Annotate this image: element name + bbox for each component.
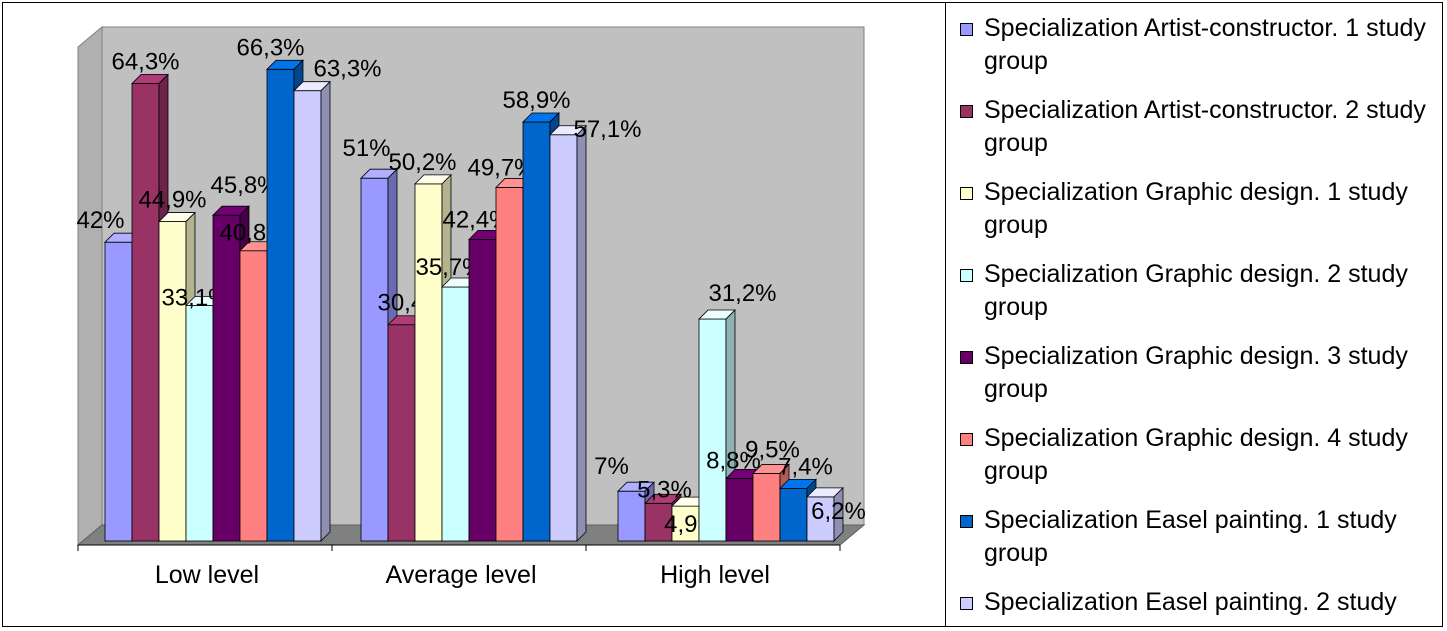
legend-swatch: [960, 351, 973, 364]
legend-entry: Specialization Graphic design. 3 study g…: [960, 340, 1430, 406]
data-label: 6,2%: [811, 498, 866, 525]
legend-entry: Specialization Artist-constructor. 1 stu…: [960, 12, 1430, 78]
bar-0-0: [104, 241, 133, 542]
bar-2-7: [806, 496, 835, 542]
legend-entry: Specialization Graphic design. 1 study g…: [960, 176, 1430, 242]
data-label: 9,5%: [745, 436, 800, 463]
bar-0-3: [185, 305, 214, 542]
bar-chart: Low level Average level High level 42% 64,3%…: [76, 25, 866, 589]
legend-label: Specialization Easel painting. 2 study g…: [984, 588, 1397, 627]
data-label: 51%: [342, 135, 390, 162]
legend: Specialization Artist-constructor. 1 stu…: [945, 2, 1443, 627]
data-label: 7,4%: [778, 453, 833, 480]
x-axis-tick-label: Average level: [385, 561, 536, 589]
legend-label: Specialization Graphic design. 4 study g…: [984, 424, 1408, 485]
bar-side-0-7: [320, 80, 331, 542]
bar-1-6: [522, 121, 551, 542]
bar-1-5: [495, 187, 524, 542]
legend-entry: Specialization Easel painting. 1 study g…: [960, 504, 1430, 570]
bar-1-4: [468, 238, 497, 542]
bar-0-7: [293, 90, 322, 542]
data-label: 63,3%: [313, 56, 381, 83]
data-label: 58,9%: [502, 87, 570, 114]
data-label: 57,1%: [573, 116, 641, 143]
data-label: 42%: [76, 207, 124, 234]
bar-side-1-7: [576, 124, 587, 542]
bar-1-0: [360, 177, 389, 542]
legend-swatch: [960, 269, 973, 282]
legend-label: Specialization Artist-constructor. 2 stu…: [984, 96, 1426, 157]
bar-side-2-7: [833, 486, 844, 542]
legend-label: Specialization Graphic design. 2 study g…: [984, 260, 1408, 321]
legend-label: Specialization Graphic design. 1 study g…: [984, 178, 1408, 239]
legend-swatch: [960, 597, 973, 610]
data-label: 66,3%: [236, 34, 304, 61]
bar-0-4: [212, 214, 241, 542]
bar-2-5: [752, 473, 781, 542]
x-axis-tick-label: Low level: [155, 561, 259, 589]
x-axis-tick-label: High level: [660, 561, 770, 589]
data-label: 7%: [594, 453, 629, 480]
legend-label: Specialization Graphic design. 3 study g…: [984, 342, 1408, 403]
legend-entry: Specialization Easel painting. 2 study g…: [960, 586, 1430, 627]
bar-2-6: [779, 487, 808, 542]
bar-0-2: [158, 221, 187, 542]
data-label: 8,8%: [706, 447, 761, 474]
bar-0-1: [131, 83, 160, 542]
legend-entry: Specialization Graphic design. 2 study g…: [960, 258, 1430, 324]
data-label: 44,9%: [138, 187, 206, 214]
legend-entry: Specialization Artist-constructor. 2 stu…: [960, 94, 1430, 160]
data-label: 64,3%: [111, 49, 179, 76]
legend-label: Specialization Artist-constructor. 1 stu…: [984, 14, 1426, 75]
bar-0-5: [239, 250, 268, 542]
bar-0-6: [266, 68, 295, 542]
data-label: 50,2%: [388, 149, 456, 176]
legend-label: Specialization Easel painting. 1 study g…: [984, 506, 1397, 567]
legend-swatch: [960, 23, 973, 36]
legend-swatch: [960, 187, 973, 200]
bar-2-4: [725, 477, 754, 542]
bar-1-2: [414, 183, 443, 542]
bar-1-3: [441, 286, 470, 542]
bar-1-1: [387, 324, 416, 542]
legend-swatch: [960, 105, 973, 118]
plot-side-wall: [77, 25, 103, 547]
legend-swatch: [960, 515, 973, 528]
data-label: 31,2%: [708, 280, 776, 307]
legend-entry: Specialization Graphic design. 4 study g…: [960, 422, 1430, 488]
bar-2-3: [698, 318, 727, 542]
legend-swatch: [960, 433, 973, 446]
bar-1-7: [549, 134, 578, 542]
